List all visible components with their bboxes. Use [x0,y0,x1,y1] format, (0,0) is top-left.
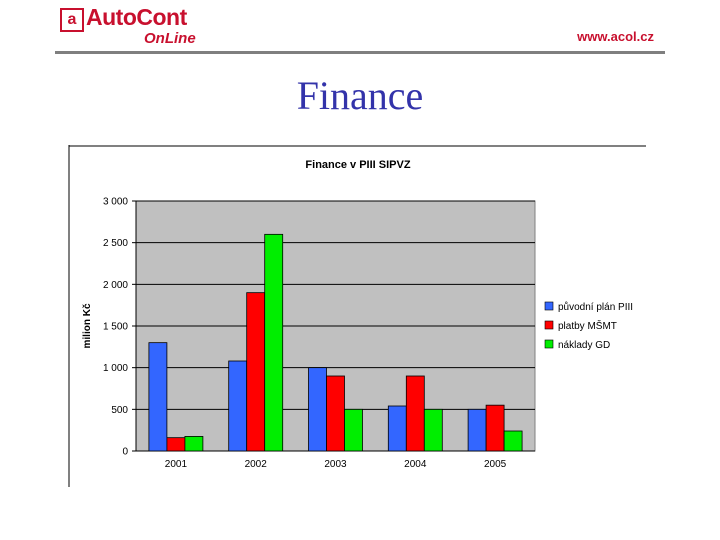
header-divider [55,51,665,54]
chart-title: Finance v PIII SIPVZ [305,159,410,171]
y-tick-label: 500 [111,405,128,416]
logo-text: AutoCont [86,4,187,30]
bar [264,233,284,452]
y-tick-label: 2 000 [103,280,128,291]
bar [184,436,204,452]
bar [246,292,266,452]
bar [485,404,505,452]
bar [326,375,345,452]
slide-title: Finance [296,73,424,118]
y-axis-label: milion Kč [82,303,93,348]
finance-chart: Finance v PIII SIPVZ milion Kč 0 500 1 000… [68,145,646,487]
bar [148,342,168,452]
autocont-logo: a AutoCont OnLine [58,4,208,48]
bar [405,375,425,452]
x-tick-label: 2001 [165,459,188,470]
y-tick-label: 1 500 [103,322,128,333]
bar [344,408,363,452]
logo-mark-icon: a [60,8,84,32]
legend-entry: náklady GD [558,340,610,351]
x-tick-label: 2003 [324,459,347,470]
y-tick-label: 0 [122,447,128,458]
x-tick-label: 2005 [484,459,507,470]
x-tick-label: 2002 [245,459,268,470]
legend-entry: platby MŠMT [558,319,617,332]
legend-swatch [544,301,554,311]
bar [503,430,523,452]
y-tick-label: 1 000 [103,363,128,374]
logo-subtext: OnLine [144,30,196,47]
legend-swatch [544,339,554,349]
bar [166,437,186,452]
x-tick-label: 2004 [404,459,427,470]
bar [228,360,248,452]
legend-entry: původní plán PIII [558,301,633,313]
bar [308,367,327,452]
y-tick-label: 2 500 [103,238,128,249]
legend-swatch [544,320,554,330]
y-tick-label: 3 000 [103,197,128,208]
bar [423,408,443,452]
site-url: www.acol.cz [577,29,654,44]
bar [467,408,487,452]
bar [387,405,407,452]
